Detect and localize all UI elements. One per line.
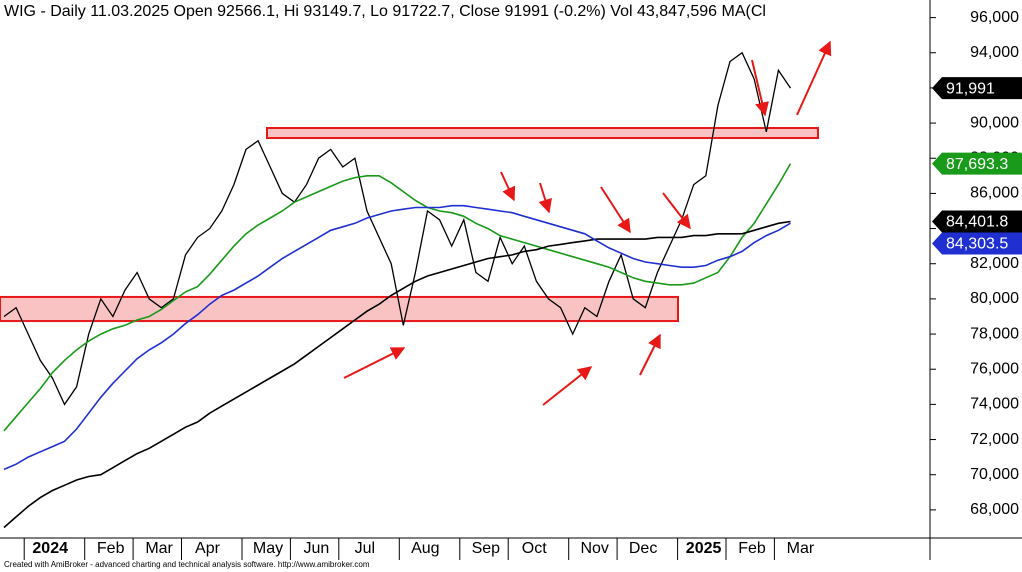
y-tick-label: 74,000 [970, 396, 1019, 413]
x-tick-label: Jul [355, 540, 375, 557]
series [3, 51, 792, 529]
series-line [3, 220, 791, 529]
y-tick-label: 70,000 [970, 466, 1019, 483]
series-line [3, 51, 792, 406]
y-tick-label: 86,000 [970, 185, 1019, 202]
chart-title: WIG - Daily 11.03.2025 Open 92566.1, Hi … [4, 3, 766, 20]
y-tick-label: 90,000 [970, 114, 1019, 131]
zone [266, 126, 819, 140]
x-tick-label: Nov [580, 540, 608, 557]
value-tag-label: 84,401.8 [946, 214, 1008, 231]
value-tag-label: 87,693.3 [946, 156, 1008, 173]
value-tag [932, 77, 1022, 100]
x-tick-label: Jun [304, 540, 330, 557]
y-tick-label: 76,000 [970, 360, 1019, 377]
y-tick-label: 96,000 [970, 9, 1019, 26]
x-tick-label: Sep [472, 540, 501, 557]
x-tick-label: Aug [411, 540, 439, 557]
arrow [796, 40, 832, 116]
x-tick-label: May [253, 540, 283, 557]
arrow [600, 186, 631, 234]
value-tag [932, 210, 1022, 233]
x-tick-label: Apr [195, 540, 221, 557]
value-tag-label: 91,991 [946, 80, 995, 97]
arrow [500, 171, 516, 202]
x-tick-label: 2024 [32, 540, 68, 557]
x-tick-label: 2025 [686, 540, 722, 557]
y-tick-label: 72,000 [970, 431, 1019, 448]
annotation-arrows [343, 40, 832, 406]
x-tick-label: Mar [145, 540, 173, 557]
value-tag [932, 232, 1022, 255]
arrow [662, 192, 691, 230]
y-tick-label: 78,000 [970, 325, 1019, 342]
y-tick-label: 68,000 [970, 501, 1019, 518]
x-tick-label: Feb [738, 540, 766, 557]
series-line [3, 204, 791, 471]
y-tick-label: 94,000 [970, 44, 1019, 61]
arrow [343, 347, 406, 379]
value-tag [932, 152, 1022, 175]
arrow [538, 182, 552, 214]
last-value-tags: 91,991 87,693.3 84,401.8 84,303.5 [932, 77, 1022, 255]
x-tick-label: Oct [522, 540, 547, 557]
arrow [639, 333, 661, 376]
x-tick-label: Dec [629, 540, 657, 557]
footer: Created with AmiBroker - advanced charti… [4, 560, 370, 569]
series-line [3, 163, 792, 432]
x-tick-label: Mar [787, 540, 815, 557]
y-tick-label: 80,000 [970, 290, 1019, 307]
arrow [542, 366, 593, 406]
x-tick-label: Feb [97, 540, 125, 557]
value-tag-label: 84,303.5 [946, 236, 1008, 253]
y-tick-label: 82,000 [970, 255, 1019, 272]
arrow [751, 59, 769, 117]
